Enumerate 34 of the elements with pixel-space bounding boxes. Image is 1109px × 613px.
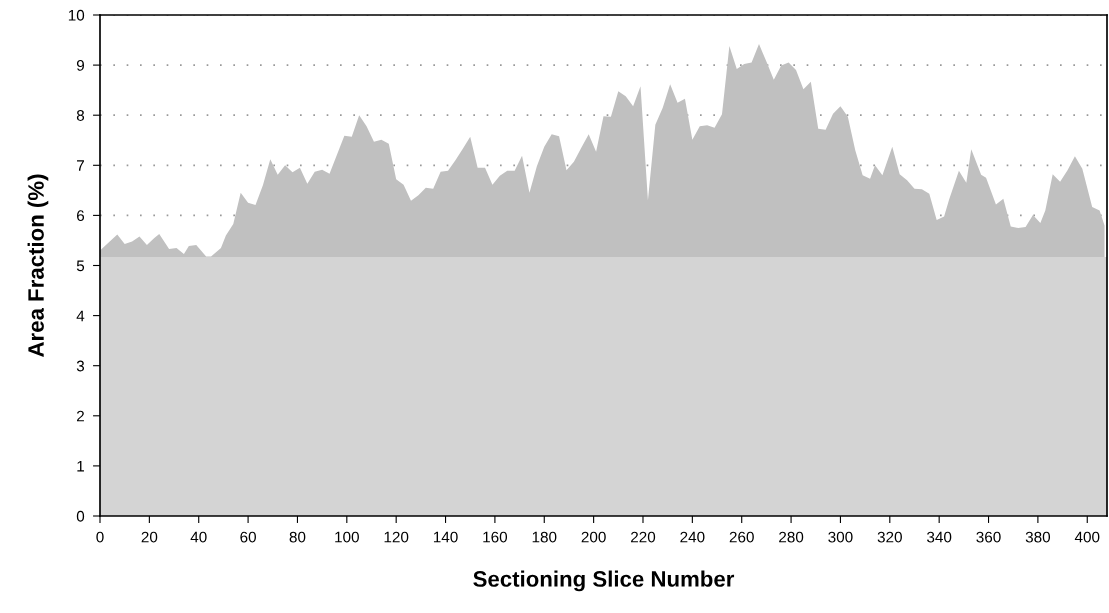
x-tick-label: 280 bbox=[779, 531, 804, 543]
y-tick-label: 9 bbox=[76, 59, 84, 71]
x-tick-label: 20 bbox=[141, 531, 158, 543]
x-tick-label: 300 bbox=[828, 531, 853, 543]
y-tick-label: 2 bbox=[77, 410, 84, 422]
x-tick-label: 180 bbox=[532, 531, 557, 543]
y-tick-label: 3 bbox=[76, 360, 85, 372]
x-tick-label: 140 bbox=[433, 531, 458, 543]
y-tick-label: 0 bbox=[76, 510, 85, 522]
x-tick-label: 160 bbox=[483, 531, 508, 543]
y-tick-label: 10 bbox=[68, 9, 85, 21]
x-tick-label: 200 bbox=[581, 531, 606, 543]
x-tick-label: 400 bbox=[1074, 531, 1100, 543]
x-tick-label: 40 bbox=[190, 531, 207, 543]
x-tick-label: 0 bbox=[96, 531, 104, 543]
x-tick-label: 80 bbox=[289, 531, 306, 543]
y-axis-title: Area Fraction (%) bbox=[27, 174, 49, 357]
y-tick-label: 4 bbox=[76, 310, 85, 322]
x-tick-label: 360 bbox=[976, 531, 1001, 543]
x-tick-label: 220 bbox=[631, 531, 656, 543]
y-tick-label: 1 bbox=[77, 460, 84, 472]
x-tick-label: 340 bbox=[927, 531, 952, 543]
x-axis-title: Sectioning Slice Number bbox=[473, 570, 735, 592]
x-tick-label: 60 bbox=[240, 531, 256, 543]
x-tick-label: 240 bbox=[680, 531, 705, 543]
y-tick-label: 6 bbox=[77, 210, 85, 222]
y-tick-label: 5 bbox=[76, 260, 85, 272]
x-tick-label: 260 bbox=[729, 531, 754, 543]
x-tick-label: 320 bbox=[877, 531, 902, 543]
x-tick-label: 100 bbox=[335, 531, 359, 543]
y-tick-label: 8 bbox=[76, 110, 85, 121]
y-tick-label: 7 bbox=[77, 160, 84, 171]
x-tick-label: 380 bbox=[1025, 531, 1051, 543]
x-tick-label: 120 bbox=[384, 531, 409, 543]
